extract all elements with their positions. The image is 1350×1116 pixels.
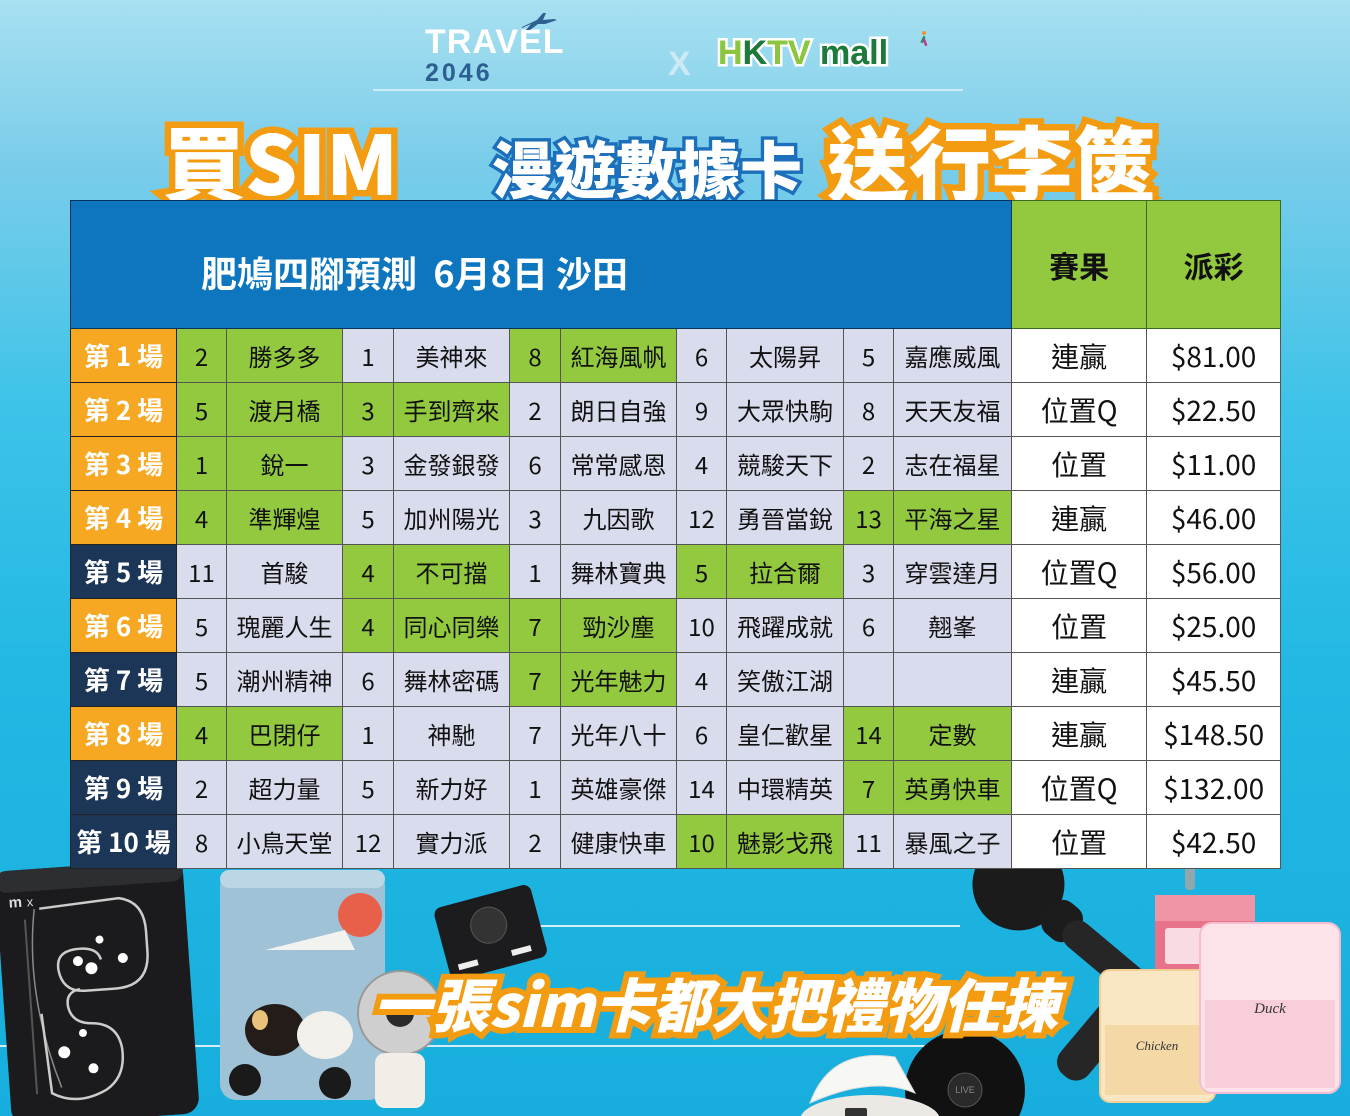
svg-text:LIVE: LIVE xyxy=(955,1085,975,1095)
svg-text:m: m xyxy=(8,894,22,912)
